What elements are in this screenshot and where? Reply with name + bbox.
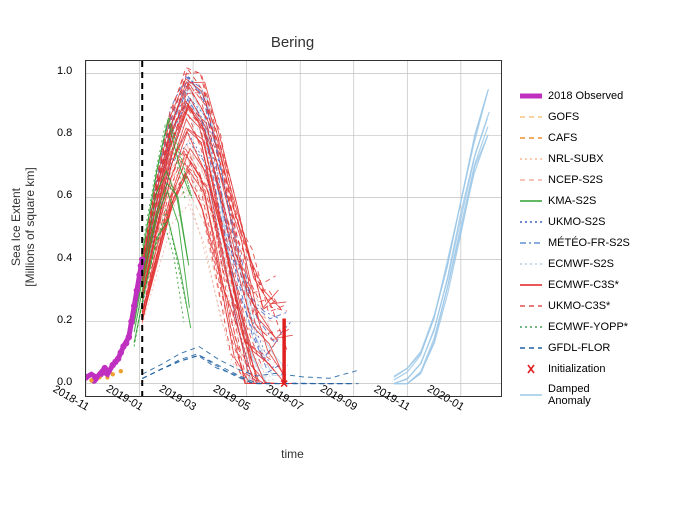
legend-swatch [520, 236, 542, 250]
legend-label: DampedAnomaly [548, 383, 591, 407]
y-tick-label: 0.6 [57, 189, 72, 201]
legend-label: CAFS [548, 132, 577, 144]
legend-item: DampedAnomaly [520, 379, 630, 411]
legend-label: KMA-S2S [548, 195, 596, 207]
legend-item: NCEP-S2S [520, 169, 630, 190]
legend-item: UKMO-S2S [520, 211, 630, 232]
legend-item: GOFS [520, 106, 630, 127]
chart-title: Bering [85, 34, 500, 51]
legend-swatch [520, 388, 542, 402]
legend-swatch [520, 131, 542, 145]
legend-item: KMA-S2S [520, 190, 630, 211]
legend: 2018 Observed GOFS CAFS NRL-SUBX NCEP-S2S KMA… [520, 85, 630, 411]
legend-item: Initialization [520, 358, 630, 379]
legend-label: UKMO-C3S* [548, 300, 610, 312]
legend-label: Initialization [548, 363, 605, 375]
legend-label: GFDL-FLOR [548, 342, 610, 354]
legend-item: NRL-SUBX [520, 148, 630, 169]
legend-swatch [520, 320, 542, 334]
legend-swatch [520, 215, 542, 229]
legend-label: NRL-SUBX [548, 153, 604, 165]
legend-label: ECMWF-S2S [548, 258, 614, 270]
legend-swatch [520, 257, 542, 271]
chart-canvas: Bering Sea Ice Extent[Millions of square… [0, 0, 700, 525]
legend-swatch [520, 299, 542, 313]
legend-item: ECMWF-YOPP* [520, 316, 630, 337]
y-axis-label: Sea Ice Extent[Millions of square km] [9, 127, 37, 327]
legend-item: ECMWF-S2S [520, 253, 630, 274]
legend-label: UKMO-S2S [548, 216, 605, 228]
legend-label: 2018 Observed [548, 90, 623, 102]
legend-label: MÉTÉO-FR-S2S [548, 237, 630, 249]
plot-area [85, 60, 502, 397]
legend-swatch [520, 278, 542, 292]
legend-item: GFDL-FLOR [520, 337, 630, 358]
legend-label: ECMWF-C3S* [548, 279, 619, 291]
legend-label: GOFS [548, 111, 579, 123]
legend-swatch [520, 194, 542, 208]
legend-swatch [520, 89, 542, 103]
legend-item: MÉTÉO-FR-S2S [520, 232, 630, 253]
legend-item: ECMWF-C3S* [520, 274, 630, 295]
y-tick-label: 0.2 [57, 314, 72, 326]
x-axis-label: time [85, 447, 500, 461]
y-tick-label: 0.4 [57, 252, 72, 264]
legend-swatch [520, 341, 542, 355]
y-tick-label: 1.0 [57, 65, 72, 77]
legend-label: NCEP-S2S [548, 174, 603, 186]
y-tick-label: 0.8 [57, 127, 72, 139]
legend-swatch [520, 173, 542, 187]
legend-item: CAFS [520, 127, 630, 148]
y-tick-label: 0.0 [57, 376, 72, 388]
legend-swatch [520, 152, 542, 166]
legend-item: UKMO-C3S* [520, 295, 630, 316]
plot-svg [86, 61, 501, 396]
legend-swatch [520, 110, 542, 124]
legend-swatch [520, 362, 542, 376]
legend-item: 2018 Observed [520, 85, 630, 106]
legend-label: ECMWF-YOPP* [548, 321, 628, 333]
